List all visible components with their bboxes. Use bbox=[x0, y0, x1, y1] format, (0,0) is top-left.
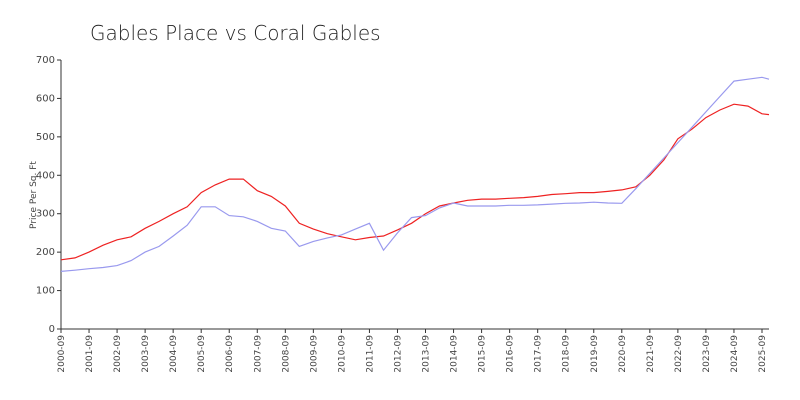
y-tick-label: 600 bbox=[36, 93, 55, 104]
x-tick-label: 2002-09 bbox=[113, 335, 123, 373]
x-tick-label: 2024-09 bbox=[730, 335, 740, 373]
x-tick-label: 2003-09 bbox=[141, 335, 151, 373]
x-tick-label: 2019-09 bbox=[590, 335, 600, 373]
x-tick-label: 2021-09 bbox=[646, 335, 656, 373]
x-tick-label: 2016-09 bbox=[506, 335, 516, 373]
y-tick-label: 300 bbox=[36, 209, 55, 220]
y-tick-label: 0 bbox=[49, 324, 55, 335]
x-tick-label: 2008-09 bbox=[281, 335, 291, 373]
x-tick-label: 2006-09 bbox=[225, 335, 235, 373]
x-tick-label: 2015-09 bbox=[478, 335, 488, 373]
chart-title: Gables Place vs Coral Gables bbox=[90, 21, 381, 45]
series-line bbox=[60, 76, 770, 272]
x-tick-label: 2017-09 bbox=[534, 335, 544, 373]
x-tick-label: 2005-09 bbox=[197, 335, 207, 373]
x-tick-label: 2022-09 bbox=[674, 335, 684, 373]
series-line bbox=[60, 103, 770, 261]
x-tick-label: 2010-09 bbox=[337, 335, 347, 373]
x-tick-label: 2007-09 bbox=[253, 335, 263, 373]
x-tick-label: 2013-09 bbox=[422, 335, 432, 373]
x-tick-label: 2000-09 bbox=[57, 335, 67, 373]
x-tick-label: 2009-09 bbox=[309, 335, 319, 373]
x-tick-label: 2023-09 bbox=[702, 335, 712, 373]
y-tick-label: 700 bbox=[36, 55, 55, 66]
y-tick-label: 200 bbox=[36, 247, 55, 258]
x-tick-label: 2025-09 bbox=[758, 335, 768, 373]
x-tick-label: 2014-09 bbox=[450, 335, 460, 373]
x-tick-label: 2001-09 bbox=[85, 335, 95, 373]
y-axis-label: Price Per Sq. Ft bbox=[29, 161, 39, 229]
x-tick-label: 2020-09 bbox=[618, 335, 628, 373]
x-tick-label: 2018-09 bbox=[562, 335, 572, 373]
x-tick-label: 2004-09 bbox=[169, 335, 179, 373]
y-tick-label: 400 bbox=[36, 170, 55, 181]
x-tick-label: 2012-09 bbox=[393, 335, 403, 373]
y-tick-label: 500 bbox=[36, 132, 55, 143]
y-tick-label: 100 bbox=[36, 286, 55, 297]
x-tick-label: 2011-09 bbox=[365, 335, 375, 373]
